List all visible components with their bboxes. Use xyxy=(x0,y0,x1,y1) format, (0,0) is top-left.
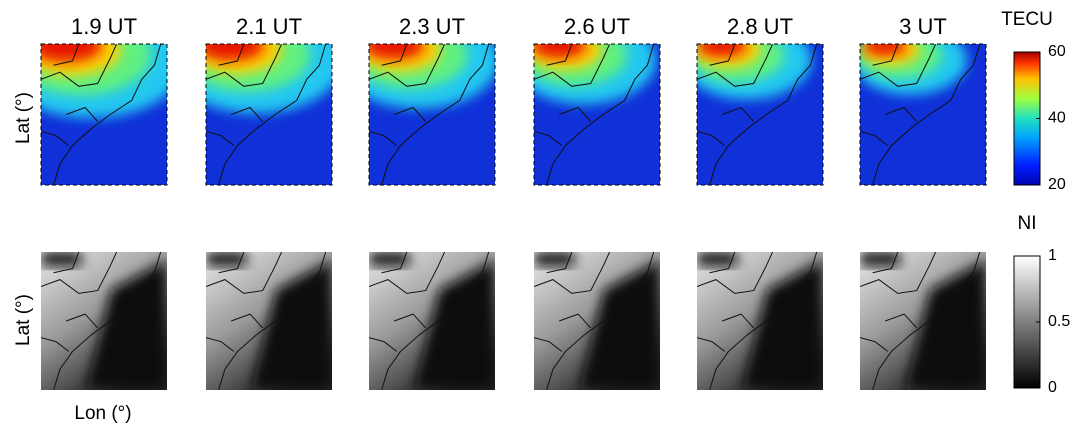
blob xyxy=(863,36,906,55)
tick-label: 40 xyxy=(1048,110,1066,127)
top-dark xyxy=(860,252,900,266)
tick-label: 1 xyxy=(1048,247,1057,264)
panel-title: 2.1 UT xyxy=(236,14,302,39)
colorbar-label: TECU xyxy=(1001,9,1053,30)
tick-label: 60 xyxy=(1048,43,1066,60)
top-dark xyxy=(697,252,737,266)
panel-title: 2.3 UT xyxy=(399,14,465,39)
tec-map xyxy=(853,25,986,185)
figure: Lat (°) Lat (°) Lon (°) 1.9 UT 2.1 UT 2.3 … xyxy=(0,0,1077,428)
tick-label: 0 xyxy=(1048,379,1057,396)
tec-map xyxy=(682,21,823,185)
top-dark xyxy=(41,252,81,266)
top-dark xyxy=(534,252,574,266)
tick-label: 20 xyxy=(1048,176,1066,193)
ni-map xyxy=(41,252,167,390)
panel-title: 2.8 UT xyxy=(727,14,793,39)
ni-map xyxy=(860,252,986,390)
ni-map xyxy=(534,252,660,390)
tick-label: 0.5 xyxy=(1048,313,1070,330)
panel-title: 2.6 UT xyxy=(564,14,630,39)
ni-map xyxy=(697,252,823,390)
y-axis-label: Lat (°) xyxy=(13,92,34,144)
y-axis-label: Lat (°) xyxy=(13,294,34,346)
top-dark xyxy=(206,252,246,266)
colorbar-label: NI xyxy=(1018,213,1037,234)
top-dark xyxy=(369,252,409,266)
panel-title: 1.9 UT xyxy=(71,14,137,39)
ni-map xyxy=(206,252,332,390)
ni-map xyxy=(369,252,495,390)
panel-title: 3 UT xyxy=(899,14,947,39)
x-axis-label: Lon (°) xyxy=(74,403,131,424)
